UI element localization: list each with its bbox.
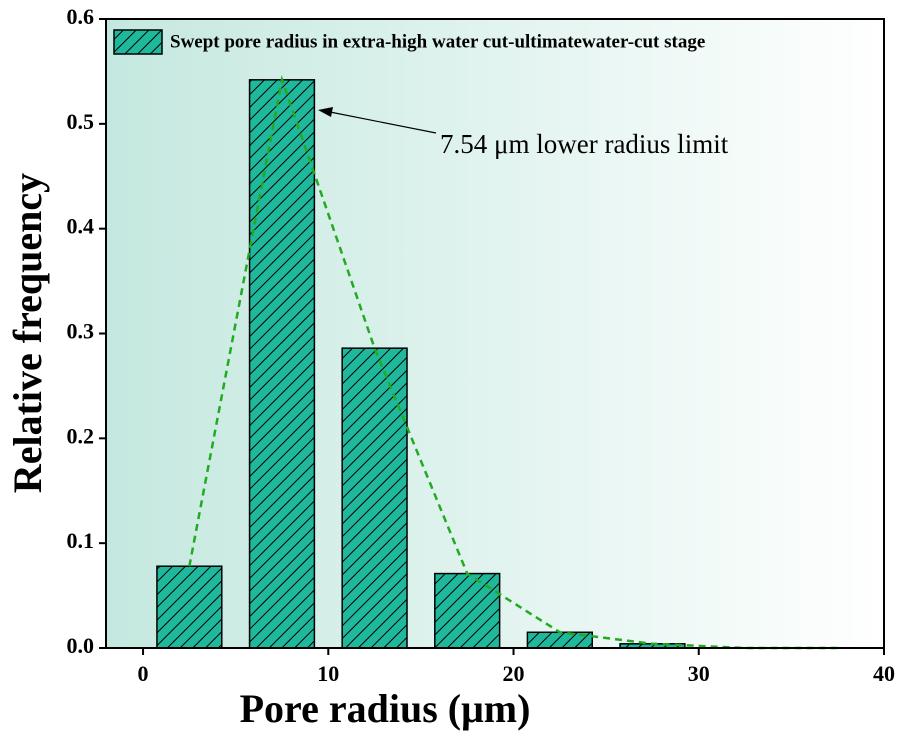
y-tick-label: 0.0 xyxy=(67,633,95,658)
legend-swatch xyxy=(113,29,163,55)
x-tick-label: 30 xyxy=(688,661,710,686)
x-tick-label: 40 xyxy=(873,661,895,686)
y-tick-label: 0.6 xyxy=(67,4,95,29)
bar xyxy=(434,572,501,649)
y-tick-label: 0.4 xyxy=(67,214,95,239)
x-tick-label: 20 xyxy=(503,661,525,686)
y-tick-label: 0.5 xyxy=(67,109,95,134)
arrow-head xyxy=(318,107,333,117)
x-axis-title: Pore radius (μm) xyxy=(240,686,531,731)
y-tick-label: 0.2 xyxy=(67,423,95,448)
plot-background xyxy=(106,19,884,648)
y-axis-title: Relative frequency xyxy=(5,173,50,493)
bar xyxy=(341,347,408,649)
y-tick-label: 0.3 xyxy=(67,319,95,344)
bar xyxy=(156,565,223,649)
x-tick-label: 0 xyxy=(138,661,149,686)
annotation-arrow xyxy=(329,111,437,134)
y-tick-label: 0.1 xyxy=(67,528,95,553)
bar xyxy=(248,79,316,649)
x-tick-label: 10 xyxy=(317,661,339,686)
legend-label: Swept pore radius in extra-high water cu… xyxy=(170,31,705,52)
plot-frame xyxy=(105,18,885,649)
annotation: 7.54 μm lower radius limit xyxy=(440,129,729,159)
trend-line xyxy=(188,74,838,650)
